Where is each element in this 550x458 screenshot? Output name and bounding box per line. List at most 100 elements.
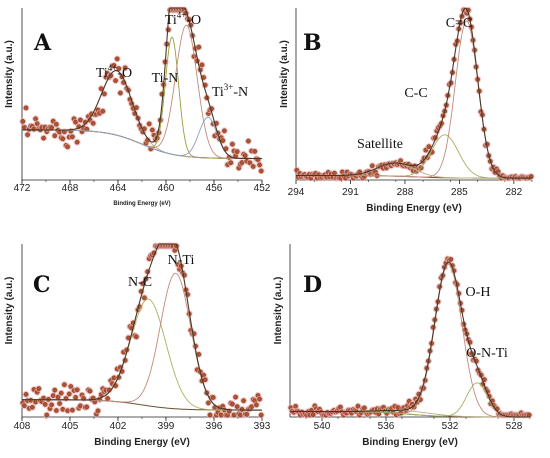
data-point: [23, 105, 29, 111]
data-point: [448, 257, 454, 262]
x-tick-label: 528: [506, 421, 523, 432]
data-point: [228, 160, 234, 165]
panel-B: 294 291 288 285 282 Binding Energy (eV) Intens…: [279, 6, 535, 214]
data-point: [52, 133, 58, 138]
data-point: [150, 127, 155, 133]
x-tick-label: 472: [14, 183, 31, 194]
x-tick-label: 396: [206, 421, 223, 432]
data-point: [84, 404, 90, 410]
x-tick-label: 460: [158, 183, 175, 194]
y-axis-title: Intensity (a.u.): [273, 277, 284, 345]
data-point: [111, 63, 117, 68]
data-point: [369, 163, 375, 169]
data-point: [230, 401, 235, 407]
data-point: [196, 44, 202, 50]
data-point: [42, 402, 48, 407]
x-tick-label: 291: [342, 187, 359, 198]
data-point: [22, 403, 27, 409]
y-axis-title: Intensity (a.u.): [4, 277, 15, 345]
data-point: [257, 396, 262, 402]
peak-label: Satellite: [357, 137, 403, 152]
data-point: [113, 78, 118, 83]
data-point: [62, 382, 67, 388]
peak-label: Ti3+-N: [212, 82, 248, 100]
data-point: [146, 121, 152, 127]
data-point: [220, 138, 226, 143]
panel-letter: C: [33, 272, 51, 298]
data-point: [60, 136, 66, 142]
envelope-fit: [296, 7, 532, 179]
data-point: [33, 116, 38, 122]
peak-label: O-N-Ti: [466, 346, 508, 361]
x-tick-label: 405: [62, 421, 79, 432]
data-point: [199, 62, 205, 68]
data-point: [202, 377, 208, 383]
data-point: [52, 387, 58, 393]
x-tick-label: 540: [314, 421, 331, 432]
data-points: [19, 242, 265, 419]
envelope-fit: [22, 7, 262, 160]
x-tick-label: 402: [110, 421, 127, 432]
data-point: [242, 153, 248, 158]
x-tick-label: 399: [158, 421, 175, 432]
x-axis-title: Binding Energy (eV): [113, 201, 170, 207]
x-tick-label: 452: [254, 183, 271, 194]
x-tick-label: 285: [451, 187, 468, 198]
data-point: [310, 412, 316, 417]
component-peak: [290, 263, 530, 418]
data-point: [74, 139, 80, 145]
data-point: [210, 395, 216, 400]
data-point: [57, 401, 62, 406]
data-point: [244, 411, 250, 417]
peak-label: N-Ti: [168, 253, 195, 268]
data-point: [426, 144, 432, 149]
data-point: [70, 407, 75, 413]
data-point: [49, 402, 54, 408]
data-point: [73, 119, 78, 125]
y-axis-title: Intensity (a.u.): [4, 40, 15, 108]
data-point: [102, 91, 107, 97]
data-point: [234, 404, 240, 409]
data-point: [95, 408, 101, 414]
x-tick-label: 408: [14, 421, 31, 432]
data-point: [30, 404, 35, 410]
data-point: [252, 149, 258, 154]
peak-label: Ti-N: [152, 71, 179, 86]
x-tick-label: 468: [62, 183, 79, 194]
data-point: [100, 108, 106, 114]
data-point: [254, 402, 259, 408]
panel-C: 408 405 402 399 396 393 Binding Energy (eV) Int…: [4, 242, 271, 448]
data-point: [166, 27, 171, 33]
data-point: [241, 398, 246, 404]
data-point: [222, 128, 227, 134]
data-point: [250, 164, 256, 169]
data-point: [73, 395, 78, 400]
data-point: [122, 65, 128, 71]
data-point: [258, 412, 264, 418]
data-point: [23, 392, 29, 397]
data-point: [90, 121, 96, 126]
data-point: [70, 134, 75, 140]
data-point: [247, 160, 253, 166]
x-tick-label: 294: [288, 187, 305, 198]
data-point: [25, 132, 30, 137]
data-point: [230, 141, 235, 147]
x-tick-label: 536: [378, 421, 395, 432]
data-point: [118, 90, 123, 96]
x-tick-label: 288: [397, 187, 414, 198]
data-point: [257, 162, 262, 168]
y-axis-title: Intensity (a.u.): [279, 40, 290, 108]
x-tick-label: 282: [506, 187, 523, 198]
x-tick-label: 456: [206, 183, 223, 194]
data-point: [54, 122, 59, 127]
peak-label: O-H: [466, 285, 491, 300]
data-point: [105, 396, 110, 401]
data-point: [116, 66, 122, 71]
x-axis-title: Binding Energy (eV): [94, 437, 190, 448]
data-point: [239, 407, 245, 412]
x-tick-label: 464: [110, 183, 127, 194]
data-point: [49, 125, 54, 130]
x-axis-title: Binding Energy (eV): [362, 437, 458, 448]
data-point: [66, 391, 72, 397]
panel-D: 540 536 532 528 Binding Energy (eV) Intensity…: [273, 244, 533, 448]
